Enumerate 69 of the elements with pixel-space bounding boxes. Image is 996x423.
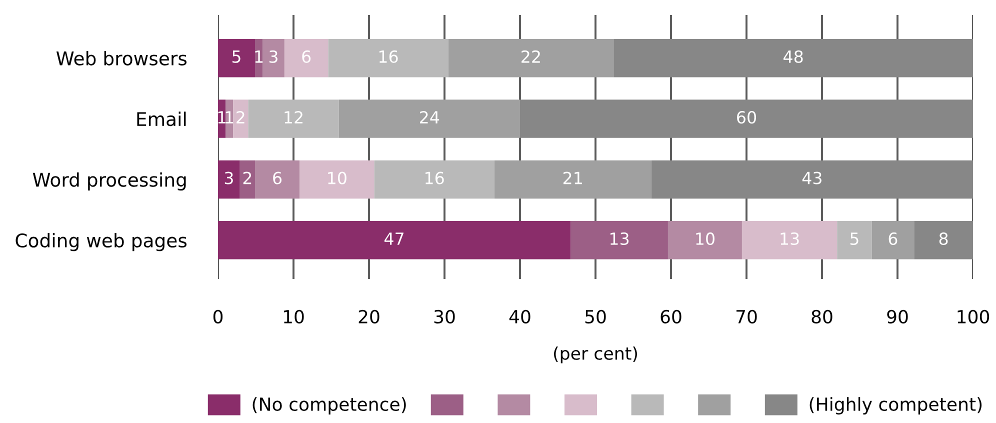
x-tick-label: 0: [213, 310, 223, 324]
legend-label: (No competence): [252, 397, 406, 415]
data-label: 1: [255, 50, 263, 63]
data-label: 1: [226, 111, 234, 124]
data-label: 6: [273, 172, 282, 184]
data-label: 2: [243, 172, 252, 184]
bar: [570, 221, 668, 260]
data-label: 16: [426, 172, 444, 184]
x-tick-label: 20: [358, 310, 380, 324]
data-label: 13: [780, 232, 799, 245]
x-tick-label: 50: [585, 310, 606, 324]
legend-label: (Highly competent): [810, 397, 982, 415]
bar: [254, 160, 300, 199]
bar: [328, 38, 448, 78]
data-label: 2: [236, 111, 244, 124]
data-label: 10: [696, 232, 714, 245]
x-tick-label: 80: [812, 310, 832, 324]
x-axis-title: (per cent): [554, 346, 637, 364]
bar: [338, 100, 520, 138]
x-tick-label: 30: [434, 310, 455, 324]
y-tick-label: Coding web pages: [16, 233, 187, 252]
bar: [837, 221, 872, 260]
x-tick-label: 10: [284, 310, 304, 324]
data-label: 12: [284, 111, 302, 124]
bar: [218, 38, 255, 78]
x-tick-label: 100: [958, 310, 990, 324]
data-label: 16: [379, 50, 398, 63]
bar: [448, 38, 614, 78]
data-label: 22: [522, 50, 540, 63]
bar: [651, 160, 973, 199]
bar: [300, 160, 374, 199]
bar: [218, 160, 240, 199]
bar: [614, 38, 973, 78]
bar: [872, 221, 914, 260]
bar: [284, 38, 328, 78]
bar: [218, 221, 571, 260]
x-tick-label: 70: [736, 310, 757, 324]
data-label: 6: [888, 232, 898, 245]
y-tick-label: Email: [137, 112, 186, 126]
x-tick-label: 60: [660, 310, 682, 324]
bar: [374, 160, 494, 199]
bar: [233, 100, 248, 138]
data-label: 1: [218, 111, 226, 124]
bar: [668, 221, 742, 260]
data-label: 47: [384, 232, 404, 245]
bar: [240, 160, 255, 199]
x-tick-label: 90: [887, 310, 908, 324]
data-label: 5: [232, 50, 240, 63]
y-tick-label: Web browsers: [56, 50, 187, 66]
data-label: 21: [563, 172, 582, 184]
bar: [248, 100, 339, 138]
bar: [494, 160, 652, 199]
bar: [742, 221, 838, 260]
data-label: 5: [850, 232, 858, 245]
data-label: 48: [784, 50, 803, 63]
data-label: 10: [328, 172, 346, 184]
data-label: 6: [302, 50, 311, 63]
data-label: 13: [610, 232, 629, 245]
data-label: 60: [737, 111, 756, 124]
bar: [914, 221, 973, 260]
data-label: 43: [802, 172, 822, 184]
data-label: 3: [224, 172, 233, 184]
data-label: 24: [420, 111, 440, 124]
data-label: 3: [269, 50, 278, 63]
y-tick-label: Word processing: [32, 172, 186, 190]
bar: [262, 38, 284, 78]
x-tick-label: 40: [509, 310, 530, 324]
bar: [520, 100, 973, 138]
data-label: 8: [939, 232, 948, 245]
